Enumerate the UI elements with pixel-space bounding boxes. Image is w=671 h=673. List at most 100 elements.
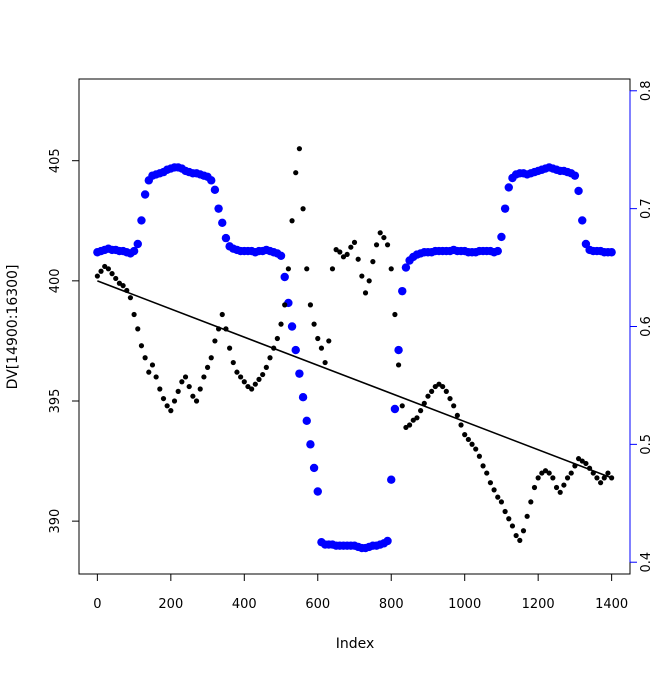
black-point	[131, 311, 137, 318]
black-point	[598, 480, 604, 486]
blue-point	[214, 204, 223, 213]
black-point	[561, 482, 567, 488]
black-point	[528, 499, 534, 505]
blue-point	[383, 536, 392, 546]
black-point	[436, 381, 442, 387]
black-point	[274, 335, 280, 342]
black-point	[238, 374, 244, 380]
black-point	[539, 470, 545, 476]
black-point	[362, 290, 369, 296]
black-point	[366, 278, 372, 284]
black-point	[315, 335, 321, 342]
blue-point	[401, 263, 411, 272]
black-point	[351, 239, 358, 245]
blue-point	[313, 487, 322, 496]
black-point	[564, 475, 571, 481]
y-left-tick-label: 400	[48, 268, 63, 293]
black-point	[116, 280, 123, 286]
y-left-tick-label: 405	[48, 148, 63, 173]
black-point	[498, 499, 505, 505]
black-point	[179, 379, 185, 385]
black-point	[355, 256, 361, 262]
blue-point	[500, 204, 510, 213]
black-point	[579, 458, 585, 464]
black-point	[322, 359, 328, 366]
black-point	[337, 249, 343, 255]
black-point	[260, 371, 266, 378]
black-point	[204, 364, 211, 370]
black-point	[550, 475, 556, 481]
black-point	[513, 532, 519, 539]
black-point	[384, 242, 391, 248]
x-tick-label: 0	[93, 597, 101, 612]
black-point	[245, 383, 251, 390]
x-tick-label: 800	[379, 597, 404, 612]
black-point	[451, 403, 457, 409]
y-axis-left: 390 395 400 405	[48, 148, 80, 534]
black-point	[348, 244, 354, 250]
blue-point	[207, 176, 216, 185]
black-point	[344, 251, 350, 258]
black-point	[289, 218, 295, 224]
black-point	[491, 487, 497, 493]
black-point	[267, 355, 273, 361]
y-right-tick-label: 0.8	[639, 80, 654, 101]
black-point	[473, 446, 479, 452]
black-point	[535, 475, 541, 481]
black-point	[190, 393, 196, 399]
black-point	[373, 242, 380, 248]
black-point	[388, 266, 394, 272]
blue-point	[574, 186, 583, 196]
black-point	[605, 470, 611, 476]
black-point	[153, 374, 159, 380]
blue-point	[504, 183, 513, 192]
y-left-tick-label: 395	[48, 389, 63, 414]
black-point	[517, 537, 523, 543]
right-axis-series-points	[93, 163, 616, 553]
black-point	[443, 388, 449, 394]
blue-point	[137, 216, 146, 225]
black-point	[399, 403, 405, 409]
black-point	[296, 146, 302, 152]
black-point	[285, 266, 291, 272]
blue-point	[302, 416, 311, 425]
blue-point	[398, 286, 407, 296]
blue-point	[497, 232, 506, 242]
y-right-tick-label: 0.4	[639, 552, 654, 573]
black-point	[142, 355, 148, 361]
x-tick-label: 1400	[595, 597, 628, 612]
y-axis-title: DV[14900:16300]	[5, 265, 21, 390]
blue-point	[291, 345, 300, 355]
blue-point	[387, 475, 396, 484]
black-point	[407, 422, 413, 428]
black-point	[186, 383, 192, 390]
black-point	[568, 470, 574, 476]
blue-point	[390, 404, 400, 414]
left-axis-series-points	[94, 146, 615, 543]
black-point	[432, 383, 438, 390]
black-point	[105, 266, 111, 272]
black-point	[197, 386, 203, 392]
black-point	[329, 266, 336, 272]
black-point	[557, 489, 563, 495]
black-point	[263, 364, 269, 370]
black-point	[381, 234, 387, 241]
black-point	[333, 247, 339, 253]
black-point	[370, 259, 376, 265]
black-point	[326, 338, 332, 344]
blue-point	[218, 218, 227, 227]
black-point	[359, 273, 365, 279]
black-point	[601, 475, 607, 481]
blue-point	[578, 216, 587, 225]
y-left-tick-label: 390	[48, 509, 63, 534]
black-point	[282, 302, 288, 308]
black-point	[304, 266, 310, 272]
black-point	[575, 456, 582, 462]
black-point	[465, 436, 471, 443]
black-point	[230, 359, 236, 366]
black-point	[476, 453, 482, 459]
black-point	[193, 398, 200, 404]
black-point	[410, 417, 416, 423]
